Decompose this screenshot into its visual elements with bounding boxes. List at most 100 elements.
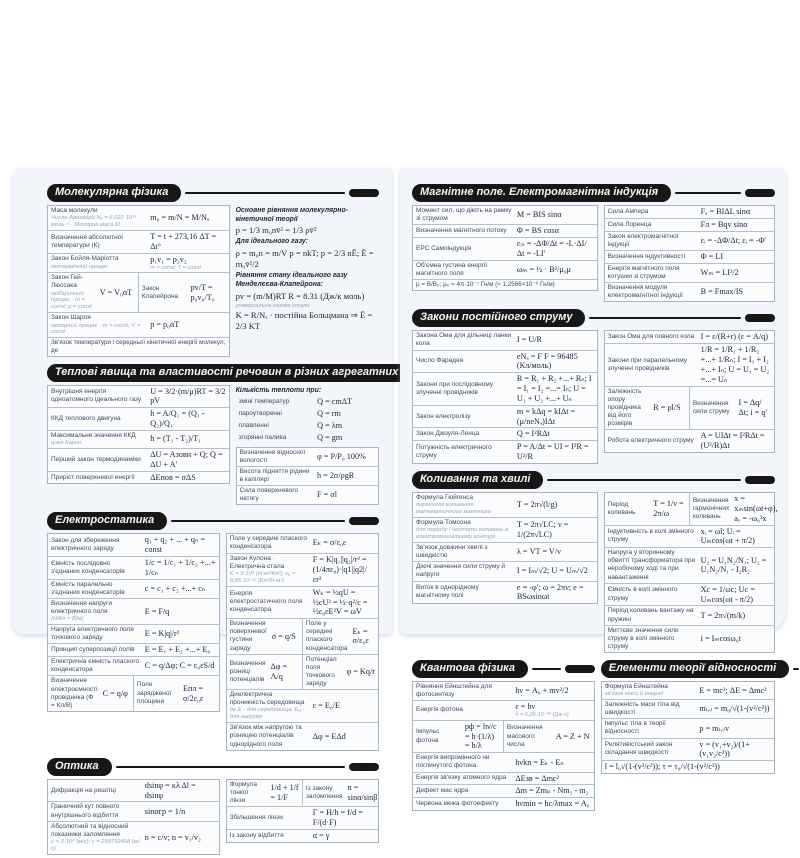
table-row: Закон Кулона · Електрична стала K = 9·10⁹… xyxy=(226,554,378,587)
row-formula: Φ = LI xyxy=(700,251,724,261)
row-label: Період коливань xyxy=(607,500,636,516)
row-formula: F = σl xyxy=(317,490,337,500)
table-row: Енергія випромінного чи поглинутого фото… xyxy=(413,753,594,773)
formula-table: Внутрішня енергія одноатомного ідеальног… xyxy=(47,384,230,485)
table-cell: Електрична ємність плаского конденсатора… xyxy=(48,657,219,675)
table-row: Залежність маси тіла від швидкості m₍ᵥ₎ =… xyxy=(601,700,774,720)
free-heading: Кількість теплоти при: xyxy=(235,386,322,394)
row-formula: C = q/Δφ; C = ε₀εS/d xyxy=(144,661,215,671)
row-formula: I = U/R xyxy=(516,335,542,345)
table-cell: Маса молекули Число Авогадро Nₐ = 6.022·1… xyxy=(48,206,229,230)
row-sublabel: зв'язок маси й енергії xyxy=(604,691,663,698)
table-cell: Закона Ома для дільниці ланки кола I = U/… xyxy=(413,331,597,349)
table-cell: Число Фарадея eNₐ = F F = 96485 (Кл/моль) xyxy=(413,351,597,373)
table-cell: Сила Ампера Fₐ = BIΔL sinα xyxy=(605,206,774,218)
free-note: універсальна газова стала xyxy=(235,302,310,309)
row-label: Ємність послідовно з'єднаних конденсатор… xyxy=(51,559,125,575)
row-formula: R = ρl/S xyxy=(653,402,681,412)
formula-table: зміні температур Q = cmΔT пароутворенні Q =… xyxy=(236,396,379,443)
row-label: Імпульс тіла в теорії відносності xyxy=(604,720,666,736)
header-line xyxy=(532,668,561,670)
table-row: Індуктивність в колі змінного струму xᵢ =… xyxy=(604,526,774,549)
section: Коливання та хвилі Формула Гюйгенса період… xyxy=(412,470,778,656)
table-row: Диелектрична проникність середовища де E … xyxy=(226,690,378,724)
row-formula: hνkn = Eₖ - Eₙ xyxy=(515,757,564,767)
row-label: Диелектрична проникність середовища де E … xyxy=(227,690,310,722)
row-label: Закон Джоуля-Ленца xyxy=(416,430,480,438)
row-label: Індуктивність в колі змінного струму xyxy=(607,528,694,544)
row-label: Визначення індуктивності xyxy=(607,252,686,260)
row-formula: T = 2π√(l/g) xyxy=(516,500,558,510)
row-formula: p₁v₁ = p₂v₂ m = const; T = const xyxy=(147,254,228,273)
header-line xyxy=(115,765,345,768)
free-formula: K = R/Nₐ · постійна Больцмана ⇒ Ē = 2/3 … xyxy=(235,309,373,331)
table-row: зміні температур Q = cmΔT xyxy=(236,396,379,408)
table-row: Робота електричного струму A = UIΔt = I²R… xyxy=(605,430,774,452)
row-label: Робота електричного струму xyxy=(607,436,694,444)
table-cell: Потенціал поля точкового заряду φ = Kq/r xyxy=(301,654,378,690)
row-sublabel: ізобаричний процес · m = const; p = cons… xyxy=(51,290,92,311)
section: Магнітне поле. Електромагнітна індукція М… xyxy=(412,184,775,305)
row-label: Закон Ома для повного кола xyxy=(607,333,695,341)
table-cell: Червона межа фотоефекту hνmin = hc/λmax =… xyxy=(413,798,594,810)
table-cell: пароутворенні Q = rm xyxy=(236,408,379,420)
section-column: Поле у середині плаского конденсатора Eₖ … xyxy=(225,533,379,753)
section-header: Теплові явища та властивості речовин в р… xyxy=(47,363,466,382)
row-label: Виток в однорідному магнітному полі xyxy=(416,584,479,600)
row-label: Закон Шарля ізохорний процес · m = const;… xyxy=(48,313,147,337)
section-header: Оптика xyxy=(47,757,379,776)
table-cell: Закон електромагнітної індукції εᵢ = -ΔΦ/… xyxy=(605,232,774,250)
row-formula: i = Iₘcosω₀t xyxy=(700,633,741,643)
row-label: Абсолютний та відносний показники заломл… xyxy=(51,822,140,852)
table-cell: Диелектрична проникність середовища де E … xyxy=(227,690,378,722)
row-formula: m = kΔq = kIΔt = (μ/neNₐ)IΔt xyxy=(516,406,576,426)
table-cell: Закон Кулона · Електрична стала K = 9·10⁹… xyxy=(227,554,378,586)
table-cell: Формула Томсона для періоду і частоти кол… xyxy=(413,518,597,542)
row-label: Визначення модуля електромагнітної індук… xyxy=(607,284,683,300)
row-label: Перший закон термодинаміки xyxy=(51,455,141,463)
section-column: Внутрішня енергія одноатомного ідеальног… xyxy=(47,384,230,488)
row-formula: hν = A₀ + mv²/2 xyxy=(515,686,569,696)
table-row: Внутрішня енергія одноатомного ідеальног… xyxy=(48,386,229,409)
row-formula: Q = cmΔT xyxy=(317,397,353,407)
table-cell: Індуктивність в колі змінного струму xᵢ =… xyxy=(605,526,774,548)
formula-table: Сила Ампера Fₐ = BIΔL sinα Сила Лоренца Fл … xyxy=(603,205,775,303)
row-label: Із закону заломлення xyxy=(305,784,343,800)
row-sublabel: періодичні коливання математичного маятн… xyxy=(416,502,491,516)
row-label: Визначення поверхневої густини заряду xyxy=(229,620,267,652)
section-column: Закон для збереження електричного заряду… xyxy=(47,533,220,715)
row-label: Ємність паралельно з'єднаних конденсатор… xyxy=(51,580,125,596)
table-row: Із закону відбиття α = γ xyxy=(227,830,378,842)
section-header: Елементи теорії відносності xyxy=(600,660,800,678)
table-row: Рівняння Ейнштейна для фотосинтезу hν = A… xyxy=(413,682,594,702)
section-title: Закони постійного струму xyxy=(412,309,586,328)
row-formula: 1/c = 1/c₁ + 1/c₂ +...+ 1/cₙ xyxy=(144,557,216,577)
row-formula: p = m₍ᵥ₎v xyxy=(699,723,730,733)
table-cell: Сила Лоренца Fл = Bqv sinα xyxy=(605,219,774,231)
row-formula: σ = q/S xyxy=(271,631,296,641)
row-formula: xᵢ = ωl; Uᵢ = Uₘcos(ωt + π/2) xyxy=(700,526,755,546)
table-cell: Залежність маси тіла від швидкості m₍ᵥ₎ =… xyxy=(602,700,774,718)
table-row: Збільшення лінзи Γ = H/h = f/d = F/(d·F) xyxy=(226,807,378,830)
row-formula: E = E₁ + E₂ +...+ E₀ xyxy=(144,645,211,655)
notebook-spread: Молекулярна фізика Маса молекули Число Аво… xyxy=(13,168,800,855)
row-label: Формула Гюйгенса періодичні коливання мат… xyxy=(413,493,514,517)
table-cell: Потужність електричного струму P = A/Δt =… xyxy=(413,441,597,463)
row-formula: I = Iₘ/√2; U = Uₘ/√2 xyxy=(516,566,588,576)
section-columns: Внутрішня енергія одноатомного ідеальног… xyxy=(47,384,379,509)
section-title: Оптика xyxy=(47,757,112,776)
table-cell: Рівняння Ейнштейна для фотосинтезу hν = A… xyxy=(413,682,594,700)
row-label: Сила Лоренца xyxy=(607,220,652,228)
row-label: Визначення електроємності провідника (Ф … xyxy=(51,677,98,709)
row-formula: T = t + 273,16 ΔT = Δt° xyxy=(150,232,217,251)
free-formula: p = 1/3 m₀nv̄² = 1/3 ρv̄² xyxy=(235,225,317,236)
table-row: Визначення модуля електромагнітної індук… xyxy=(605,283,774,301)
table-cell: Енергія зв'язку атомного ядра ΔEзв = Δmc² xyxy=(413,773,594,785)
table-row: ЕРС Самоіндукція εᵢₛ = -ΔΦ/Δt = -L·ΔI/Δt … xyxy=(413,238,597,261)
table-row: Сила поверхневого натягу F = σl xyxy=(237,486,378,504)
row-sublabel: для періоду і частоти коливань в електро… xyxy=(416,527,508,541)
header-endcap xyxy=(745,475,775,484)
formula-table: Момент сил, що діють на рамку зі струмом… xyxy=(412,205,598,291)
table-cell: Закон Джоуля-Ленца Q = I²RΔt xyxy=(413,428,597,440)
table-row: Енергія фотона ε = hν h = 6,26·10⁻³⁴ (Дж·с… xyxy=(413,701,594,721)
